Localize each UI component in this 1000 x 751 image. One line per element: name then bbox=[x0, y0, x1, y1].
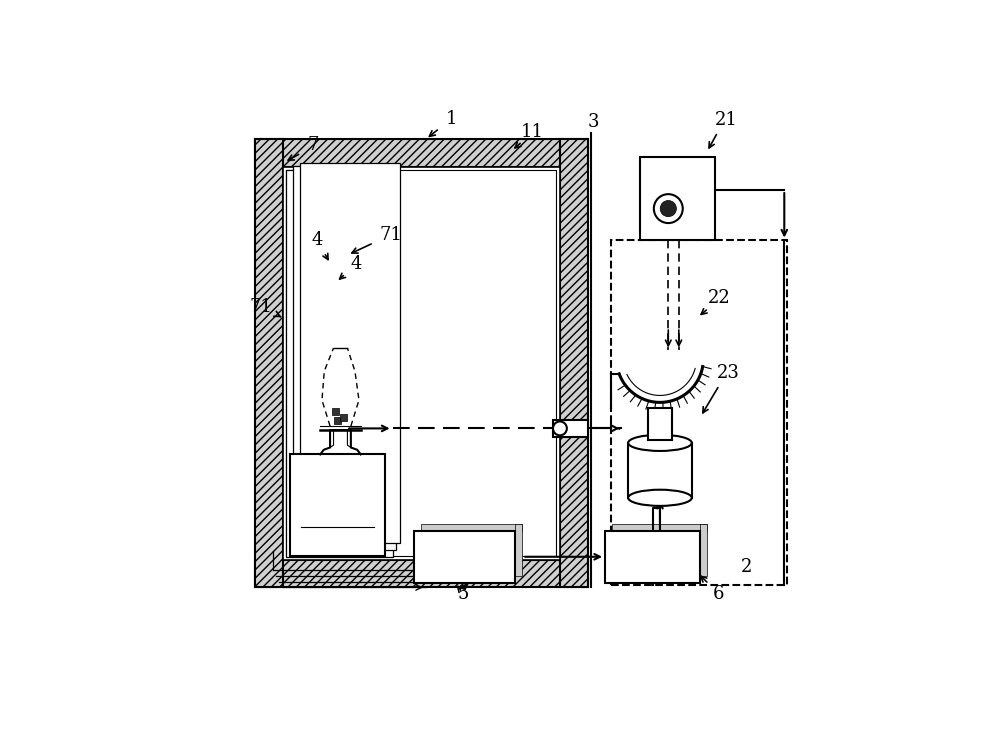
Bar bbox=[640, 157, 715, 240]
Text: 23: 23 bbox=[717, 364, 740, 382]
Bar bbox=[700, 524, 707, 576]
Text: 22: 22 bbox=[708, 289, 731, 307]
Bar bbox=[560, 139, 588, 587]
Circle shape bbox=[654, 195, 683, 223]
Text: 7: 7 bbox=[307, 136, 319, 154]
Text: 4: 4 bbox=[311, 231, 323, 249]
Circle shape bbox=[660, 201, 676, 217]
Bar bbox=[293, 167, 396, 550]
Text: 71: 71 bbox=[380, 226, 403, 243]
Bar bbox=[648, 409, 672, 440]
Bar bbox=[255, 559, 588, 587]
Bar bbox=[290, 454, 385, 556]
Text: 6: 6 bbox=[713, 585, 725, 603]
Bar bbox=[283, 167, 560, 559]
Bar bbox=[255, 139, 283, 587]
Text: 3: 3 bbox=[588, 113, 599, 131]
Bar bbox=[332, 409, 339, 415]
Bar bbox=[605, 531, 700, 583]
Ellipse shape bbox=[628, 435, 692, 451]
Text: 4: 4 bbox=[351, 255, 362, 273]
Text: 1: 1 bbox=[446, 110, 458, 128]
Ellipse shape bbox=[628, 490, 692, 506]
Circle shape bbox=[553, 421, 567, 436]
Text: 11: 11 bbox=[521, 122, 544, 140]
Text: 21: 21 bbox=[715, 111, 738, 129]
Text: 5: 5 bbox=[458, 585, 469, 603]
Bar bbox=[421, 524, 522, 531]
Bar bbox=[255, 139, 588, 167]
Bar bbox=[553, 420, 588, 437]
Bar bbox=[340, 414, 347, 421]
Bar bbox=[611, 240, 787, 584]
Bar bbox=[414, 531, 515, 583]
Bar bbox=[334, 417, 341, 424]
Bar bbox=[286, 170, 393, 556]
Bar bbox=[612, 524, 707, 531]
Bar bbox=[515, 524, 522, 576]
Bar bbox=[286, 170, 556, 556]
Bar bbox=[300, 163, 400, 543]
Text: 71: 71 bbox=[250, 298, 272, 316]
Text: 2: 2 bbox=[741, 558, 752, 576]
